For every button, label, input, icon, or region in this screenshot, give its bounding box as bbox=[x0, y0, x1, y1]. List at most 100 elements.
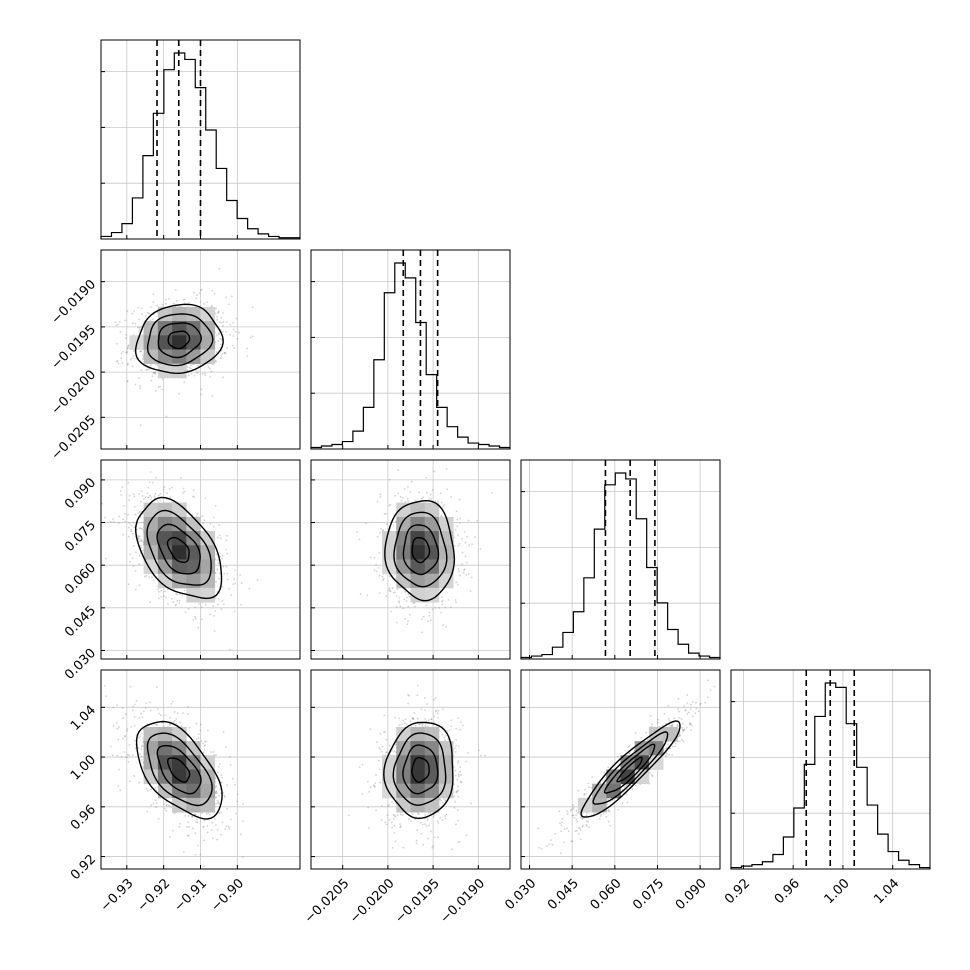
sample-point bbox=[201, 515, 204, 518]
density-cell bbox=[424, 516, 440, 532]
sample-point bbox=[139, 753, 142, 756]
sample-point bbox=[425, 476, 428, 479]
sample-point bbox=[215, 351, 218, 353]
sample-point bbox=[427, 812, 430, 815]
sample-point bbox=[361, 793, 364, 795]
sample-point bbox=[113, 520, 115, 523]
sample-point bbox=[453, 545, 456, 547]
sample-point bbox=[368, 827, 370, 829]
sample-point bbox=[172, 721, 175, 724]
contour-level-1 bbox=[411, 756, 430, 783]
sample-point bbox=[375, 809, 377, 812]
sample-point bbox=[141, 358, 144, 360]
panel-frame bbox=[310, 459, 511, 660]
sample-point bbox=[398, 600, 400, 603]
density-cell bbox=[172, 335, 187, 350]
sample-point bbox=[149, 701, 152, 704]
sample-point bbox=[160, 388, 163, 391]
hist-panel-p1 bbox=[310, 249, 511, 450]
sample-point bbox=[145, 369, 148, 371]
sample-point bbox=[226, 572, 229, 575]
histogram-p0 bbox=[100, 52, 301, 239]
sample-point bbox=[188, 825, 191, 828]
sample-point bbox=[441, 819, 444, 821]
sample-point bbox=[217, 537, 220, 539]
sample-point bbox=[369, 786, 372, 789]
sample-point bbox=[394, 716, 396, 719]
sample-point bbox=[479, 548, 482, 550]
sample-point bbox=[131, 557, 134, 559]
sample-point bbox=[657, 718, 660, 721]
sample-point bbox=[156, 723, 159, 726]
sample-point bbox=[118, 321, 121, 323]
density-cell bbox=[143, 531, 159, 546]
density-cell bbox=[157, 335, 173, 350]
sample-point bbox=[156, 364, 159, 366]
sample-point bbox=[157, 817, 160, 820]
sample-point bbox=[403, 598, 406, 601]
sample-point bbox=[668, 724, 671, 726]
sample-point bbox=[248, 587, 251, 590]
sample-point bbox=[240, 833, 242, 836]
sample-point bbox=[461, 551, 464, 554]
sample-point bbox=[680, 718, 683, 720]
sample-point bbox=[170, 702, 173, 705]
sample-point bbox=[137, 536, 140, 538]
sample-point bbox=[166, 492, 168, 495]
sample-point bbox=[227, 825, 230, 828]
sample-point bbox=[198, 292, 201, 295]
density-cell bbox=[186, 755, 201, 770]
sample-point bbox=[224, 352, 227, 355]
sample-point bbox=[214, 824, 217, 826]
sample-point bbox=[221, 353, 224, 355]
sample-point bbox=[153, 495, 156, 498]
sample-point bbox=[228, 587, 231, 590]
sample-point bbox=[456, 518, 459, 521]
sample-point bbox=[140, 490, 143, 492]
sample-point bbox=[205, 740, 208, 743]
histogram-p1 bbox=[310, 262, 511, 449]
sample-point bbox=[128, 494, 131, 497]
sample-point bbox=[385, 595, 388, 598]
sample-point bbox=[415, 839, 418, 842]
sample-point bbox=[460, 538, 463, 540]
sample-point bbox=[169, 723, 172, 726]
sample-point bbox=[132, 493, 135, 495]
sample-point bbox=[182, 851, 185, 853]
sample-point bbox=[147, 496, 150, 498]
sample-point bbox=[112, 724, 115, 727]
sample-point bbox=[139, 328, 141, 331]
density-cell bbox=[172, 755, 187, 770]
sample-point bbox=[430, 718, 433, 721]
density-cell bbox=[186, 573, 201, 589]
sample-point bbox=[361, 763, 364, 766]
sample-point bbox=[152, 293, 155, 296]
sample-point bbox=[222, 312, 224, 314]
sample-point bbox=[428, 824, 431, 827]
sample-point bbox=[116, 727, 119, 730]
sample-point bbox=[202, 742, 204, 745]
sample-point bbox=[165, 803, 168, 806]
sample-point bbox=[190, 373, 193, 375]
sample-point bbox=[217, 332, 220, 335]
sample-point bbox=[209, 523, 212, 525]
sample-point bbox=[422, 843, 425, 846]
sample-point bbox=[128, 522, 131, 525]
sample-point bbox=[126, 753, 129, 756]
sample-point bbox=[366, 594, 369, 597]
contour-level-2 bbox=[156, 523, 201, 575]
sample-point bbox=[454, 800, 456, 803]
sample-point bbox=[491, 492, 493, 494]
density-cell bbox=[172, 502, 187, 518]
sample-point bbox=[441, 733, 443, 736]
sample-point bbox=[211, 821, 214, 824]
sample-point bbox=[356, 531, 358, 533]
sample-point bbox=[390, 610, 392, 613]
sample-point bbox=[455, 510, 458, 513]
sample-point bbox=[203, 819, 206, 822]
sample-point bbox=[385, 738, 388, 741]
sample-point bbox=[192, 619, 195, 621]
sample-point bbox=[127, 760, 130, 763]
sample-point bbox=[216, 334, 218, 337]
sample-point bbox=[195, 515, 198, 518]
